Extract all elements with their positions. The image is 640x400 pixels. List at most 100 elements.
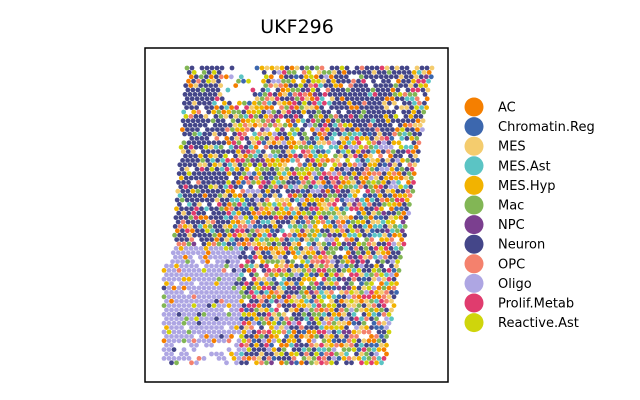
spot (324, 206, 329, 212)
spot (300, 149, 306, 155)
spot (425, 87, 431, 93)
spot (316, 171, 322, 177)
spot (220, 250, 226, 256)
spot (254, 316, 259, 322)
spot (337, 224, 343, 229)
spot (403, 184, 409, 190)
spot (254, 281, 259, 286)
spot (202, 232, 208, 238)
spot (173, 215, 179, 221)
spot (261, 210, 267, 216)
spot (402, 122, 408, 128)
spot (361, 276, 367, 282)
spot (382, 131, 387, 137)
spot (208, 184, 214, 190)
spot (204, 342, 209, 348)
spot (183, 144, 189, 150)
spot (309, 263, 314, 269)
spot (361, 210, 367, 216)
spot (283, 184, 289, 190)
spot (199, 136, 205, 141)
spot (326, 338, 332, 344)
spot (297, 232, 302, 238)
spot (336, 356, 342, 361)
spot (338, 254, 343, 260)
spot (356, 241, 362, 247)
spot (324, 316, 329, 322)
spot (331, 294, 337, 300)
spot (350, 259, 355, 264)
spot (373, 184, 379, 190)
spot (190, 158, 196, 163)
spot (279, 316, 284, 322)
spot (229, 334, 234, 339)
spot (289, 136, 295, 141)
spot (218, 144, 224, 150)
spot (365, 158, 370, 163)
spot (185, 259, 191, 264)
spot (335, 219, 341, 225)
spot (239, 334, 244, 339)
spot (256, 109, 262, 115)
spot (242, 232, 248, 238)
spot (205, 259, 211, 264)
spot (338, 215, 344, 221)
spot (418, 74, 424, 80)
spot (385, 188, 391, 194)
spot (345, 158, 350, 163)
spot (328, 144, 334, 150)
spot (373, 215, 379, 221)
spot (375, 188, 381, 194)
spot (307, 122, 313, 128)
spot (342, 131, 347, 137)
spot (361, 356, 367, 361)
spot (404, 197, 410, 203)
spot (367, 193, 373, 199)
spot (234, 298, 239, 304)
spot (251, 285, 257, 291)
spot (230, 259, 236, 264)
spot (392, 202, 397, 207)
spot (347, 131, 352, 137)
spot (179, 316, 184, 322)
spot (208, 254, 213, 260)
spot (358, 184, 364, 190)
spot (166, 294, 172, 300)
spot (174, 290, 179, 295)
spot (260, 219, 266, 225)
spot (309, 281, 314, 286)
spot (228, 184, 234, 190)
spot (354, 96, 360, 102)
spot (209, 351, 214, 357)
spot (295, 118, 301, 124)
spot (361, 312, 367, 317)
spot (183, 184, 189, 190)
spot (390, 188, 396, 194)
spot (371, 356, 377, 361)
spot (331, 303, 337, 308)
spot (356, 294, 362, 300)
spot (327, 92, 333, 97)
spot (211, 329, 217, 335)
spot (335, 188, 341, 194)
spot (389, 272, 394, 278)
spot (356, 347, 362, 352)
spot (277, 92, 283, 97)
spot (318, 83, 324, 88)
spot (369, 298, 374, 304)
spot (374, 298, 379, 304)
spot (240, 219, 246, 225)
spot (378, 246, 384, 251)
spot (380, 127, 385, 132)
spot (301, 268, 307, 273)
spot (350, 250, 356, 256)
spot (309, 65, 315, 71)
spot (333, 144, 339, 150)
spot (264, 237, 270, 243)
spot (219, 206, 224, 212)
spot (369, 166, 375, 172)
spot (366, 356, 372, 361)
spot (354, 290, 359, 295)
spot (201, 294, 207, 300)
